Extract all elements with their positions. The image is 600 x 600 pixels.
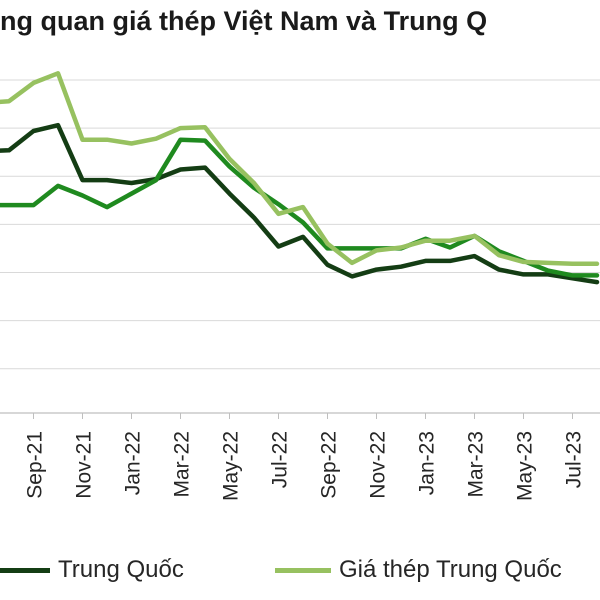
legend: Trung Quốc Giá thép Trung Quốc	[0, 552, 600, 588]
series-line-giá-thép-trung-quốc	[0, 71, 600, 267]
x-tick-label: May-22	[220, 431, 243, 501]
x-tick-label: Nov-22	[367, 431, 390, 499]
x-tick-label: May-23	[514, 431, 537, 501]
x-tick-label: Mar-22	[171, 431, 194, 498]
x-tick-label: Jul-23	[563, 431, 586, 488]
legend-label-trung-quoc: Trung Quốc	[58, 556, 184, 583]
x-tick-label: Nov-21	[73, 431, 96, 499]
x-tick-label: Sep-21	[24, 431, 47, 499]
legend-label-gia-thep-trung-quoc: Giá thép Trung Quốc	[339, 556, 562, 583]
x-tick-label: Jan-23	[416, 431, 439, 495]
gridlines	[0, 79, 600, 370]
legend-item-gia-thep-trung-quoc: Giá thép Trung Quốc	[275, 552, 562, 588]
legend-item-trung-quoc: Trung Quốc	[0, 552, 184, 588]
x-tick-labels: Jul-21Sep-21Nov-21Jan-22Mar-22May-22Jul-…	[24, 413, 586, 501]
x-tick-label: Sep-22	[318, 431, 341, 499]
legend-swatch-gia-thep-trung-quoc	[275, 567, 331, 573]
x-tick-label: Jul-22	[269, 431, 292, 488]
legend-swatch-trung-quoc	[0, 567, 50, 573]
series-lines	[0, 71, 600, 285]
series-line-trung-quốc	[0, 122, 600, 285]
x-tick-label: Mar-23	[465, 431, 488, 498]
x-tick-label: Jan-22	[122, 431, 145, 495]
chart-title: ng quan giá thép Việt Nam và Trung Q	[0, 6, 488, 36]
